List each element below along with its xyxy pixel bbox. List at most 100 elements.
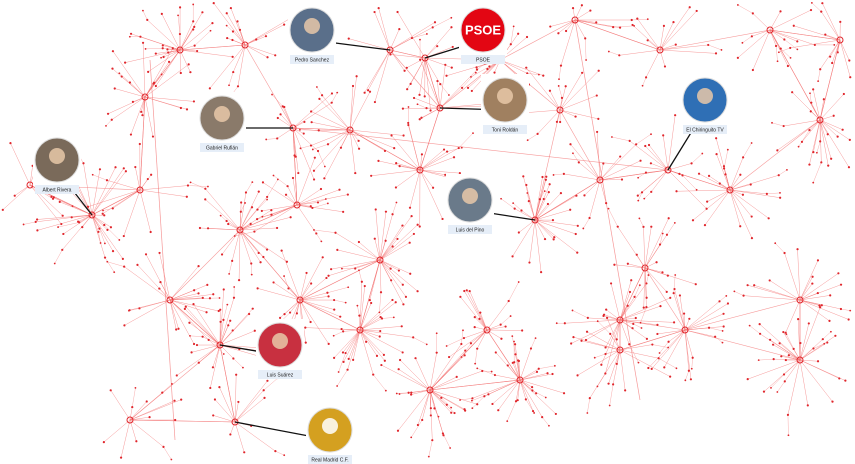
node: [396, 11, 398, 13]
edge: [685, 304, 728, 330]
edge: [759, 359, 774, 360]
photo-face: [322, 418, 338, 434]
node: [451, 67, 453, 69]
node: [53, 196, 55, 198]
node: [161, 13, 163, 15]
node: [799, 342, 801, 344]
node: [823, 343, 825, 345]
edge: [475, 349, 477, 364]
node: [470, 76, 472, 78]
node: [840, 308, 842, 310]
node: [436, 352, 438, 354]
edge: [195, 31, 211, 46]
node: [613, 264, 615, 266]
node: [543, 198, 545, 200]
edge: [130, 420, 163, 447]
edge: [643, 227, 645, 268]
node: [207, 186, 209, 188]
node: [508, 300, 510, 302]
edge: [360, 330, 413, 337]
node: [476, 69, 478, 71]
node: [544, 190, 546, 192]
edge: [800, 360, 839, 378]
edge: [660, 7, 690, 50]
node: [460, 343, 462, 345]
edge: [210, 345, 220, 388]
node: [232, 30, 234, 32]
node: [251, 181, 253, 183]
node: [176, 374, 178, 376]
edge: [800, 360, 832, 402]
node-label: Pedro Sanchez: [295, 57, 330, 63]
node: [358, 140, 360, 142]
node: [259, 261, 261, 263]
node: [356, 75, 358, 77]
edge: [380, 260, 381, 292]
node: [220, 215, 222, 217]
node: [402, 134, 404, 136]
edge: [820, 120, 843, 130]
node: [723, 165, 725, 167]
node: [97, 231, 99, 233]
node: [227, 223, 229, 225]
node: [514, 353, 516, 355]
node: [281, 250, 283, 252]
node: [174, 419, 176, 421]
edge: [459, 133, 473, 148]
node: [788, 434, 790, 436]
edge: [92, 168, 124, 215]
node: [193, 100, 195, 102]
node: [266, 380, 268, 382]
edge: [371, 170, 420, 176]
node: [336, 92, 338, 94]
node: [641, 191, 643, 193]
node: [544, 238, 546, 240]
node: [812, 347, 814, 349]
node: [541, 176, 543, 178]
node: [606, 317, 608, 319]
node: [370, 175, 372, 177]
edge: [293, 128, 318, 151]
node: [107, 113, 109, 115]
edge: [314, 130, 350, 171]
node: [9, 142, 11, 144]
edge: [208, 228, 240, 230]
node: [610, 282, 612, 284]
node: [358, 148, 360, 150]
node: [782, 331, 784, 333]
node: [722, 313, 724, 315]
node: [235, 374, 237, 376]
edge: [668, 170, 707, 209]
node: [374, 238, 376, 240]
node: [633, 296, 635, 298]
node: [837, 136, 839, 138]
node: [266, 248, 268, 250]
node: [276, 137, 278, 139]
node: [425, 107, 427, 109]
node: [769, 279, 771, 281]
edge: [461, 330, 463, 344]
edge: [190, 336, 203, 337]
node: [142, 42, 144, 44]
node: [638, 218, 640, 220]
node: [348, 38, 350, 40]
edge: [379, 292, 381, 312]
node: [361, 281, 363, 283]
node: [545, 179, 547, 181]
node: [811, 2, 813, 4]
node: [581, 72, 583, 74]
edge: [300, 257, 323, 300]
node: [632, 323, 634, 325]
edge: [263, 182, 297, 205]
node: [391, 213, 393, 215]
node: [251, 206, 253, 208]
node: [162, 56, 164, 58]
edge: [185, 309, 220, 345]
edge: [717, 154, 730, 190]
node: [320, 188, 322, 190]
node: [180, 399, 182, 401]
edge: [327, 287, 348, 292]
node: [500, 198, 502, 200]
node: [450, 26, 452, 28]
node: [166, 48, 168, 50]
